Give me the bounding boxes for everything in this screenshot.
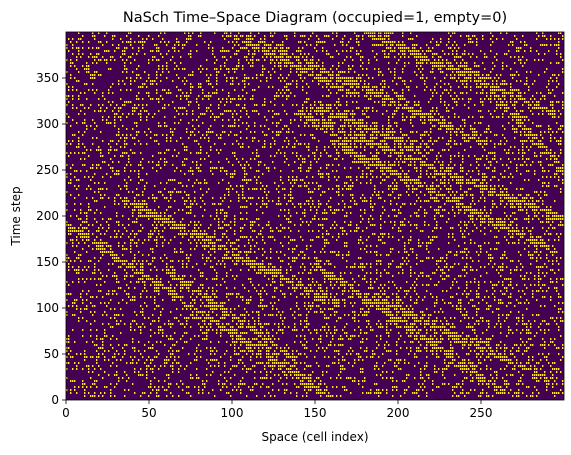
x-tick-label: 50: [141, 406, 156, 420]
x-tick-label: 100: [221, 406, 244, 420]
y-tick-label: 300: [36, 117, 59, 131]
x-axis-label: Space (cell index): [261, 430, 368, 444]
heatmap-cells: [66, 32, 564, 397]
occupied-cells: [66, 32, 564, 397]
x-tick-label: 0: [62, 406, 70, 420]
y-axis: 0 50 100 150 200 250 300 350: [36, 71, 66, 407]
y-tick-label: 0: [51, 393, 59, 407]
y-axis-label: Time step: [9, 186, 23, 246]
x-tick-label: 200: [387, 406, 410, 420]
x-tick-label: 250: [470, 406, 493, 420]
y-tick-label: 350: [36, 71, 59, 85]
y-tick-label: 100: [36, 301, 59, 315]
x-tick-label: 150: [304, 406, 327, 420]
y-tick-label: 50: [44, 347, 59, 361]
x-axis: 0 50 100 150 200 250: [62, 400, 492, 420]
y-tick-label: 250: [36, 163, 59, 177]
y-tick-label: 150: [36, 255, 59, 269]
y-tick-label: 200: [36, 209, 59, 223]
chart-title: NaSch Time–Space Diagram (occupied=1, em…: [123, 10, 507, 26]
plot-area: [65, 31, 565, 401]
